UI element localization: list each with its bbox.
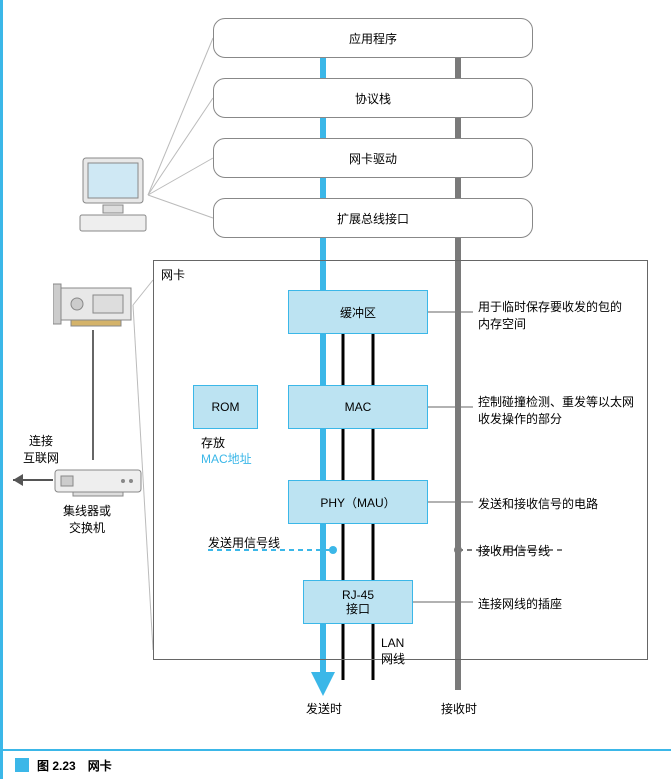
- phy-box: PHY（MAU）: [288, 480, 428, 524]
- caption-text: 图 2.23 网卡: [37, 757, 112, 774]
- tx-line-label: 发送用信号线: [208, 534, 280, 551]
- nic-diagram: 应用程序 协议栈 网卡驱动 扩展总线接口 网卡 缓冲区 用于临时保存要收发的包的…: [3, 0, 671, 740]
- buffer-box: 缓冲区: [288, 290, 428, 334]
- hub-label: 集线器或 交换机: [63, 502, 111, 536]
- rom-box: ROM: [193, 385, 258, 429]
- rom-sub1: 存放: [201, 434, 225, 451]
- recv-label: 接收时: [441, 700, 477, 717]
- buffer-desc: 用于临时保存要收发的包的内存空间: [478, 298, 633, 332]
- phy-label: PHY（MAU）: [320, 494, 395, 511]
- rom-sub2: MAC地址: [201, 450, 252, 467]
- phy-desc: 发送和接收信号的电路: [478, 495, 638, 512]
- buffer-label: 缓冲区: [340, 304, 376, 321]
- layer-driver-label: 网卡驱动: [349, 150, 397, 167]
- caption-marker-icon: [15, 758, 29, 772]
- rom-label: ROM: [212, 400, 240, 414]
- layer-driver: 网卡驱动: [213, 138, 533, 178]
- rj45-desc: 连接网线的插座: [478, 595, 638, 612]
- mac-label: MAC: [345, 400, 372, 414]
- layer-app-label: 应用程序: [349, 30, 397, 47]
- figure-caption: 图 2.23 网卡: [3, 749, 671, 779]
- lan-cable-label: LAN 网线: [381, 636, 405, 667]
- nic-card-icon: [53, 280, 138, 330]
- rx-line-label: 接收用信号线: [478, 542, 550, 559]
- layer-bus: 扩展总线接口: [213, 198, 533, 238]
- rj45-label1: RJ-45: [342, 588, 374, 602]
- layer-app: 应用程序: [213, 18, 533, 58]
- mac-box: MAC: [288, 385, 428, 429]
- layer-bus-label: 扩展总线接口: [337, 210, 409, 227]
- layer-stack-label: 协议栈: [355, 90, 391, 107]
- send-label: 发送时: [306, 700, 342, 717]
- layer-stack: 协议栈: [213, 78, 533, 118]
- rj45-label2: 接口: [346, 602, 370, 616]
- mac-desc: 控制碰撞检测、重发等以太网收发操作的部分: [478, 393, 638, 427]
- monitor-icon: [78, 155, 148, 235]
- nic-frame-label: 网卡: [161, 266, 185, 283]
- router-icon: [53, 460, 143, 500]
- rj45-box: RJ-45 接口: [303, 580, 413, 624]
